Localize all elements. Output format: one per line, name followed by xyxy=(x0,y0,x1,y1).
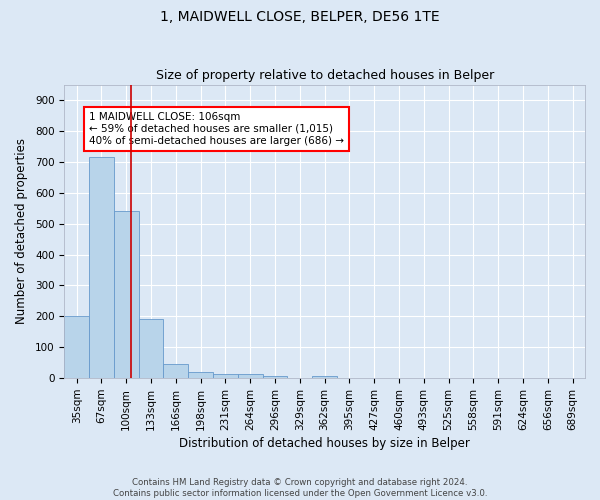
Text: Contains HM Land Registry data © Crown copyright and database right 2024.
Contai: Contains HM Land Registry data © Crown c… xyxy=(113,478,487,498)
Bar xyxy=(139,320,163,378)
Bar xyxy=(213,374,238,378)
Bar xyxy=(188,372,213,378)
Y-axis label: Number of detached properties: Number of detached properties xyxy=(15,138,28,324)
Bar xyxy=(263,376,287,378)
Text: 1, MAIDWELL CLOSE, BELPER, DE56 1TE: 1, MAIDWELL CLOSE, BELPER, DE56 1TE xyxy=(160,10,440,24)
Bar xyxy=(312,376,337,378)
Title: Size of property relative to detached houses in Belper: Size of property relative to detached ho… xyxy=(155,69,494,82)
X-axis label: Distribution of detached houses by size in Belper: Distribution of detached houses by size … xyxy=(179,437,470,450)
Bar xyxy=(238,374,263,378)
Bar xyxy=(89,157,114,378)
Bar xyxy=(163,364,188,378)
Bar xyxy=(114,212,139,378)
Bar xyxy=(64,316,89,378)
Text: 1 MAIDWELL CLOSE: 106sqm
← 59% of detached houses are smaller (1,015)
40% of sem: 1 MAIDWELL CLOSE: 106sqm ← 59% of detach… xyxy=(89,112,344,146)
